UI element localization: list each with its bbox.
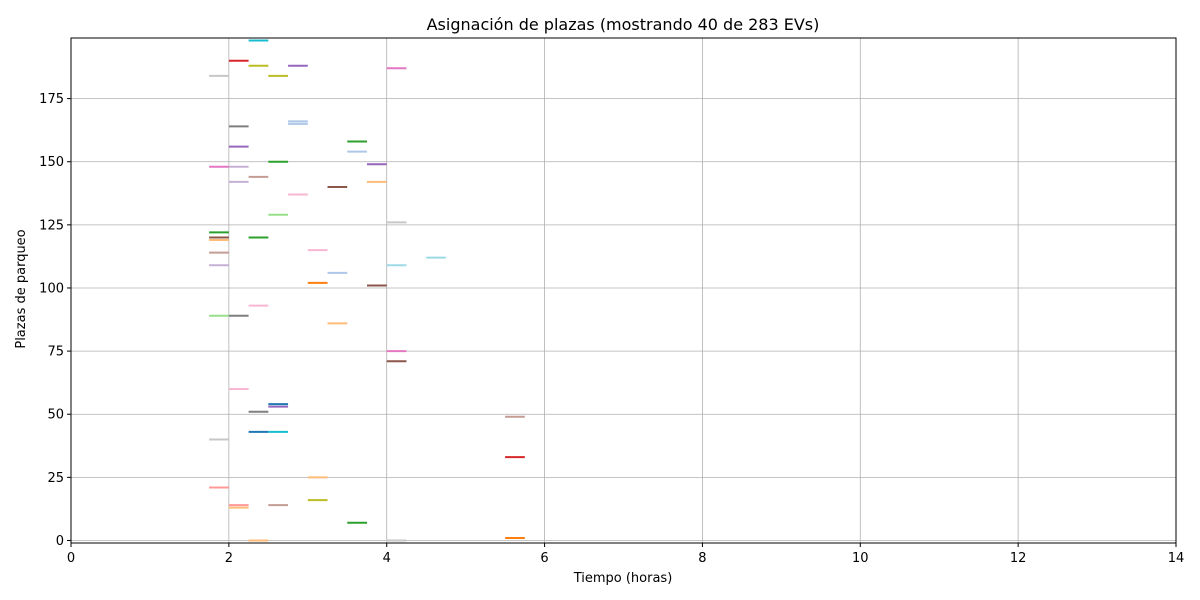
chart-title: Asignación de plazas (mostrando 40 de 28…	[427, 15, 820, 34]
y-tick-label: 50	[47, 408, 64, 423]
y-axis-label: Plazas de parqueo	[14, 229, 29, 348]
data-marks	[209, 39, 525, 542]
y-tick-label: 125	[39, 218, 64, 233]
y-tick-label: 25	[47, 471, 64, 486]
x-tick-label: 8	[698, 551, 706, 566]
y-tick-label: 100	[39, 281, 64, 296]
plot-frame	[70, 37, 1177, 544]
x-tick-label: 2	[225, 551, 233, 566]
x-tick-label: 14	[1168, 551, 1185, 566]
y-tick-label: 150	[39, 155, 64, 170]
grid	[70, 38, 1177, 543]
x-tick-label: 6	[540, 551, 548, 566]
y-tick-label: 0	[56, 534, 64, 549]
x-tick-label: 10	[852, 551, 869, 566]
y-tick-label: 175	[39, 92, 64, 107]
y-tick-label: 75	[47, 345, 64, 360]
x-tick-label: 4	[383, 551, 391, 566]
axis-ticks: 0 2 4 6 8 10 12 14 0 25 50 75 100 125 150 175	[39, 92, 1184, 566]
x-tick-label: 0	[67, 551, 75, 566]
x-axis-label: Tiempo (horas)	[573, 571, 673, 586]
x-tick-label: 12	[1010, 551, 1027, 566]
